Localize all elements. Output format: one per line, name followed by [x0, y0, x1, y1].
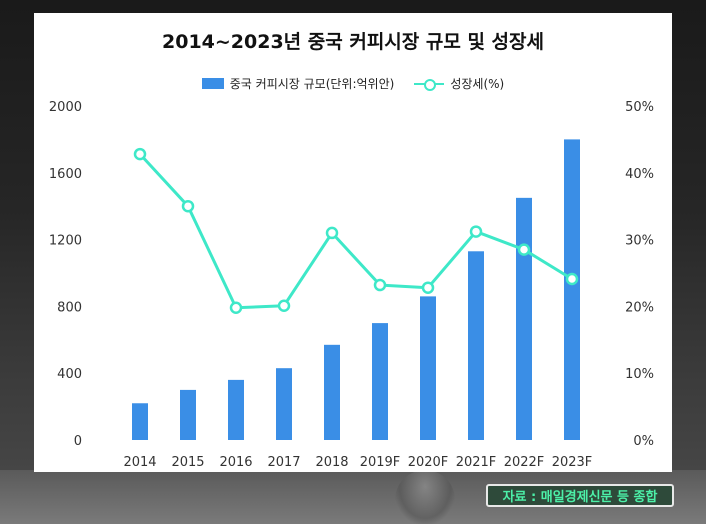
x-tick-label: 2014 [123, 455, 156, 470]
x-tick-label: 2019F [360, 455, 401, 470]
bar-2014 [132, 403, 148, 440]
y-right-tick-label: 50% [625, 100, 654, 115]
bar-2022F [516, 197, 532, 440]
legend: 중국 커피시장 규모(단위:억위안) 성장세(%) [34, 75, 672, 92]
y-left-tick-label: 800 [57, 300, 82, 315]
bar-2021F [468, 251, 484, 440]
growth-point-2016 [229, 301, 243, 314]
y-right-tick-label: 20% [625, 300, 654, 315]
bar-2020F [420, 296, 436, 440]
background-glass [395, 470, 455, 524]
legend-item-bar: 중국 커피시장 규모(단위:억위안) [201, 75, 395, 92]
bar-2015 [180, 389, 196, 440]
source-badge: 자료 : 매일경제신문 등 종합 [486, 484, 674, 507]
growth-point-2021F [469, 225, 483, 238]
chart-title: 2014~2023년 중국 커피시장 규모 및 성장세 [162, 31, 544, 53]
legend-bar-swatch [201, 78, 224, 89]
y-right-tick-label: 30% [625, 234, 654, 249]
growth-point-2023F [565, 272, 579, 286]
bar-2017 [276, 368, 292, 440]
growth-point-2015 [181, 199, 195, 213]
x-tick-label: 2015 [171, 455, 204, 470]
legend-bar-label: 중국 커피시장 규모(단위:억위안) [229, 77, 395, 91]
growth-point-2018 [325, 226, 339, 240]
growth-point-2019F [373, 278, 387, 292]
growth-point-2020F [421, 281, 435, 294]
legend-line-label: 성장세(%) [450, 77, 505, 91]
bar-2023F [564, 139, 580, 440]
bar-2018 [324, 344, 340, 440]
growth-point-2014 [133, 147, 147, 161]
x-tick-label: 2016 [219, 455, 252, 470]
y-right-tick-label: 0% [633, 434, 654, 449]
y-left-tick-label: 1200 [49, 234, 82, 249]
x-tick-label: 2021F [456, 455, 497, 470]
x-tick-label: 2017 [267, 455, 300, 470]
x-tick-label: 2023F [552, 455, 593, 470]
chart-card: 2014~2023년 중국 커피시장 규모 및 성장세 중국 커피시장 규모(단… [34, 13, 672, 472]
x-tick-label: 2022F [504, 455, 545, 470]
growth-point-2022F [517, 243, 531, 256]
y-right-tick-label: 10% [625, 367, 654, 382]
y-left-tick-label: 0 [74, 434, 82, 449]
growth-line [138, 153, 573, 310]
y-right-tick-label: 40% [625, 167, 654, 182]
y-left-tick-label: 400 [57, 367, 82, 382]
bar-2016 [228, 379, 244, 440]
x-tick-label: 2020F [408, 455, 449, 470]
legend-item-line: 성장세(%) [414, 75, 504, 92]
y-left-tick-label: 2000 [49, 100, 82, 115]
chart-plot: 0 400 800 1200 1600 2000 0% 10% 20% 30% 40% 50% 2014… [49, 100, 654, 470]
growth-point-2017 [277, 299, 291, 312]
bar-2019F [372, 323, 388, 440]
y-left-tick-label: 1600 [49, 167, 82, 182]
legend-line-swatch [414, 78, 445, 91]
x-tick-label: 2018 [315, 455, 348, 470]
